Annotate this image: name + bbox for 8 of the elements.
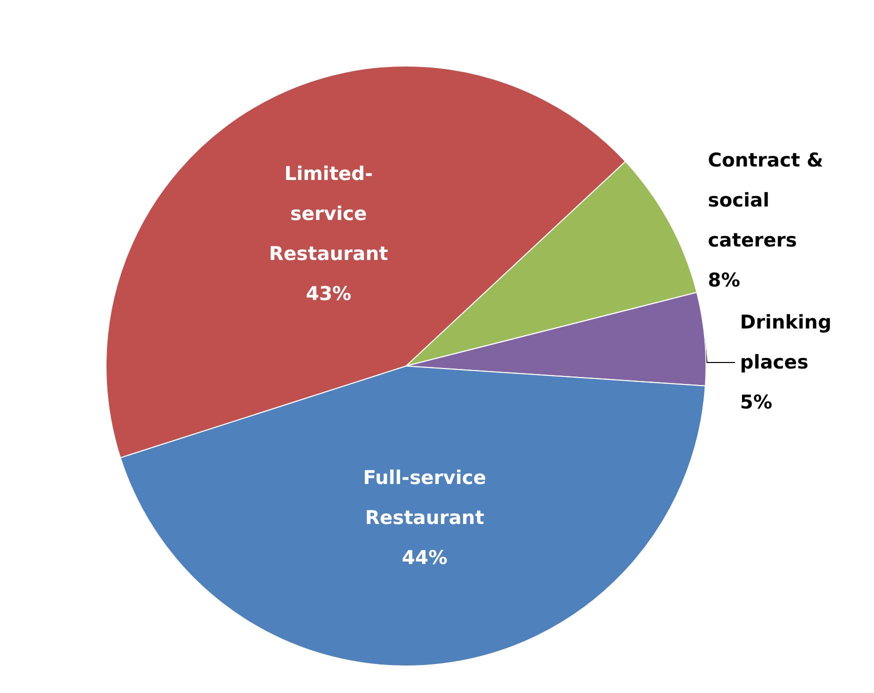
data-label: 8% xyxy=(708,269,740,292)
data-label: 44% xyxy=(402,546,448,569)
slice-label: Full-service Restaurant xyxy=(363,466,486,529)
data-label: 43% xyxy=(306,283,352,306)
slice-label: Drinking places xyxy=(740,311,832,374)
slice-label: Contract & social caterers xyxy=(708,149,824,252)
slice-label: Limited-service Restaurant xyxy=(269,163,388,266)
data-label: 5% xyxy=(740,391,772,414)
